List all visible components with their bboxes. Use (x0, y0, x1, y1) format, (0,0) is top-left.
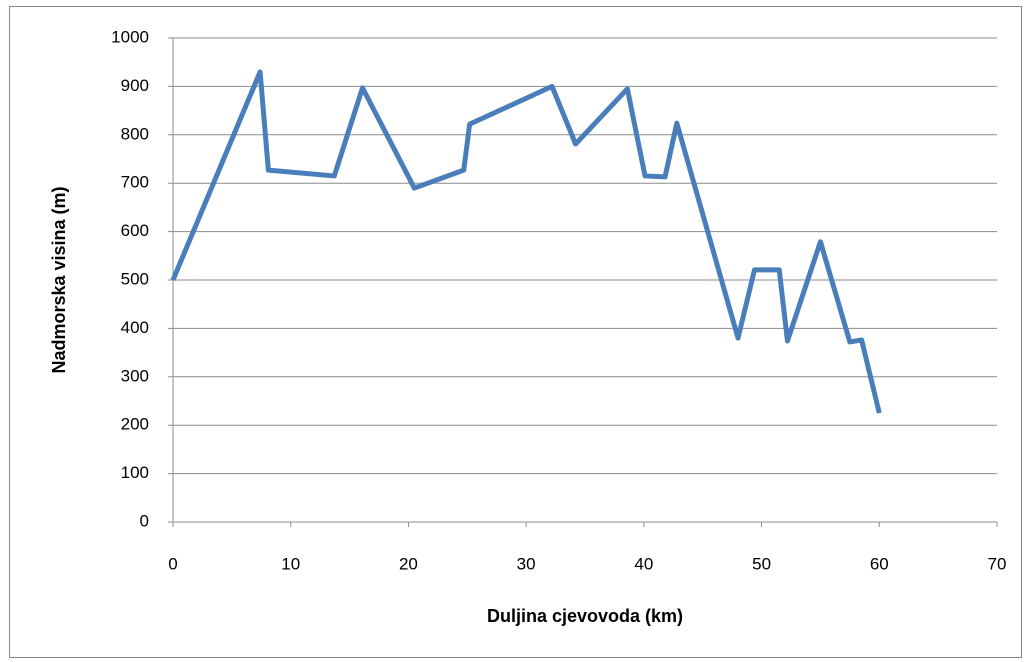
y-axis-label: Nadmorska visina (m) (49, 186, 69, 373)
x-tick-label: 0 (168, 554, 177, 573)
x-tick-label: 30 (517, 554, 536, 573)
x-tick-label: 70 (988, 554, 1007, 573)
y-tick-label: 200 (121, 415, 149, 434)
x-tick-label: 50 (752, 554, 771, 573)
x-tick-label: 10 (281, 554, 300, 573)
x-tick-label: 60 (870, 554, 889, 573)
y-tick-label: 0 (140, 511, 149, 530)
x-tick-label: 20 (399, 554, 418, 573)
data-line (170, 69, 882, 414)
y-tick-label: 300 (121, 366, 149, 385)
y-tick-label: 100 (121, 463, 149, 482)
y-tick-label: 500 (121, 269, 149, 288)
y-tick-label: 700 (121, 173, 149, 192)
y-tick-label: 600 (121, 221, 149, 240)
y-tick-label: 800 (121, 124, 149, 143)
x-axis-label: Duljina cjevovoda (km) (487, 606, 683, 626)
y-tick-label: 1000 (111, 27, 149, 46)
x-tick-label: 40 (634, 554, 653, 573)
chart-border (9, 6, 1022, 658)
y-tick-label: 400 (121, 318, 149, 337)
y-tick-label: 900 (121, 76, 149, 95)
